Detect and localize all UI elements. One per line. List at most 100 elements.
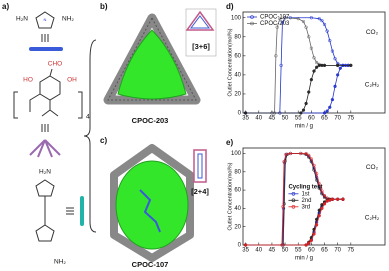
brace	[83, 39, 97, 233]
cage-cavity	[117, 29, 187, 100]
chem-label: CHO	[48, 61, 62, 68]
data-point	[341, 197, 345, 201]
cage-frame	[110, 144, 194, 262]
triazole-ring	[35, 179, 55, 197]
data-point	[325, 29, 329, 33]
bond	[49, 68, 53, 77]
chem-label: H₂N	[16, 16, 28, 23]
topology-icon	[185, 10, 215, 31]
data-point	[307, 90, 311, 94]
panel-label: e)	[226, 138, 233, 147]
chem-label: NH₂	[54, 259, 66, 266]
data-point	[328, 105, 332, 109]
x-tick-label: 55	[295, 116, 302, 122]
data-point	[320, 206, 324, 211]
x-tick-label: 70	[334, 116, 341, 122]
x-tick-label: 65	[321, 116, 328, 122]
x-tick-label: 45	[269, 248, 276, 254]
data-point	[314, 223, 319, 227]
topology-icon	[197, 153, 203, 179]
x-tick-label: 65	[321, 248, 328, 254]
x-axis-title: min / g	[295, 124, 313, 130]
x-tick-label: 60	[308, 248, 315, 254]
cage-cavity	[115, 160, 189, 250]
chem-label: HO	[23, 77, 33, 84]
y-tick-label: 20	[234, 92, 241, 98]
data-point	[243, 111, 248, 115]
x-tick-label: 55	[295, 248, 302, 254]
data-point	[282, 160, 286, 164]
data-point	[330, 98, 335, 102]
data-point	[322, 193, 327, 198]
y-tick-label: 40	[234, 72, 241, 78]
data-point	[304, 151, 308, 156]
series-line	[245, 198, 343, 246]
panel-label: c)	[100, 136, 107, 145]
data-point	[317, 182, 321, 186]
triazole-ring	[35, 11, 55, 29]
data-point	[317, 214, 321, 218]
data-point	[280, 20, 285, 25]
data-point	[322, 202, 327, 206]
linker	[139, 189, 161, 233]
x-tick-label: 40	[255, 116, 262, 122]
legend-swatch	[250, 21, 254, 26]
series-line	[245, 198, 343, 246]
annotation: C₂H₂	[365, 81, 380, 88]
data-point	[330, 197, 335, 201]
data-point	[320, 203, 324, 207]
topology-box	[185, 8, 217, 57]
data-point	[322, 111, 327, 115]
data-point	[274, 54, 278, 58]
linker-icon	[29, 47, 63, 51]
data-point	[309, 238, 314, 243]
legend-label: CPOC-107	[260, 15, 290, 21]
data-point	[309, 16, 314, 20]
y-tick-label: 0	[238, 111, 242, 117]
data-point	[281, 206, 286, 211]
panel-a: a) N H₂N NH₂ CHO HO OH 4 H₂N NH₂	[2, 2, 97, 266]
data-point	[304, 25, 308, 29]
y-axis-title: Outlet Concentration(mol%)	[227, 28, 233, 96]
y-tick-label: 60	[234, 188, 241, 194]
plot-frame	[242, 11, 386, 114]
chem-label: OH	[67, 77, 77, 84]
topology-label: [3+6]	[192, 42, 210, 51]
data-point	[279, 63, 283, 68]
data-point	[333, 57, 337, 61]
legend-swatch	[250, 15, 254, 19]
x-tick-label: 35	[242, 248, 249, 254]
y-tick-label: 80	[234, 34, 241, 40]
x-tick-label: 40	[255, 248, 262, 254]
topology-icon	[193, 149, 207, 183]
data-point	[301, 108, 306, 112]
data-point	[336, 73, 340, 77]
data-point	[243, 243, 248, 247]
data-point	[338, 66, 342, 70]
topology-label: [2+4]	[191, 187, 209, 196]
data-point	[299, 151, 303, 156]
data-point	[312, 69, 316, 73]
data-point	[333, 84, 337, 88]
data-point	[325, 109, 329, 113]
series-line	[245, 153, 343, 246]
chem-label: 4	[86, 114, 90, 121]
cage-name: CPOC-203	[132, 116, 169, 125]
triazole-ring	[35, 224, 55, 242]
chem-label: NH₂	[62, 16, 74, 23]
data-point	[314, 60, 319, 65]
data-point	[288, 151, 292, 156]
data-point	[349, 63, 353, 68]
x-tick-label: 75	[347, 248, 354, 254]
data-point	[336, 63, 340, 68]
series-line	[245, 198, 343, 246]
cage-name: CPOC-107	[132, 260, 169, 269]
data-point	[336, 197, 340, 201]
data-point	[325, 199, 329, 203]
x-tick-label: 50	[282, 116, 289, 122]
data-point	[275, 25, 279, 29]
panel-c: c) CPOC-107 [2+4]	[100, 136, 209, 269]
data-point	[296, 17, 300, 21]
legend-swatch	[291, 192, 296, 196]
